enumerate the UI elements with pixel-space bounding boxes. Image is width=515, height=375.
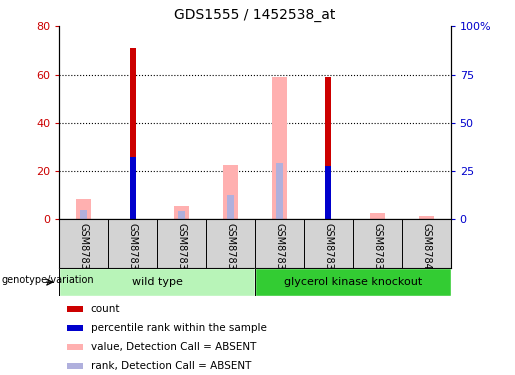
Text: GSM87837: GSM87837: [274, 223, 284, 276]
Bar: [67, 325, 83, 331]
Text: GSM87839: GSM87839: [372, 223, 382, 276]
Title: GDS1555 / 1452538_at: GDS1555 / 1452538_at: [174, 9, 336, 22]
Bar: [227, 195, 234, 219]
Bar: [80, 210, 88, 219]
Bar: [67, 363, 83, 369]
Bar: [130, 157, 135, 219]
Bar: [59, 268, 255, 296]
Text: percentile rank within the sample: percentile rank within the sample: [91, 323, 266, 333]
Text: value, Detection Call = ABSENT: value, Detection Call = ABSENT: [91, 342, 256, 352]
Bar: [255, 268, 451, 296]
Bar: [325, 166, 331, 219]
Text: GSM87834: GSM87834: [128, 223, 138, 276]
Text: glycerol kinase knockout: glycerol kinase knockout: [284, 277, 422, 287]
Bar: [59, 268, 255, 296]
Bar: [272, 77, 287, 219]
Bar: [174, 206, 189, 219]
Text: GSM87835: GSM87835: [177, 223, 186, 276]
Bar: [67, 306, 83, 312]
Text: GSM87838: GSM87838: [323, 223, 333, 276]
Text: GSM87833: GSM87833: [79, 223, 89, 276]
Text: count: count: [91, 304, 120, 314]
Bar: [223, 165, 238, 219]
Text: genotype/variation: genotype/variation: [1, 275, 94, 285]
Text: GSM87836: GSM87836: [226, 223, 235, 276]
Bar: [276, 163, 283, 219]
Bar: [419, 216, 434, 219]
Bar: [325, 77, 331, 219]
Bar: [178, 211, 185, 219]
Bar: [255, 268, 451, 296]
Bar: [67, 344, 83, 350]
Bar: [130, 48, 135, 219]
Text: GSM87840: GSM87840: [421, 223, 431, 276]
Bar: [76, 199, 91, 219]
Text: wild type: wild type: [132, 277, 182, 287]
Bar: [370, 213, 385, 219]
Text: rank, Detection Call = ABSENT: rank, Detection Call = ABSENT: [91, 361, 251, 370]
